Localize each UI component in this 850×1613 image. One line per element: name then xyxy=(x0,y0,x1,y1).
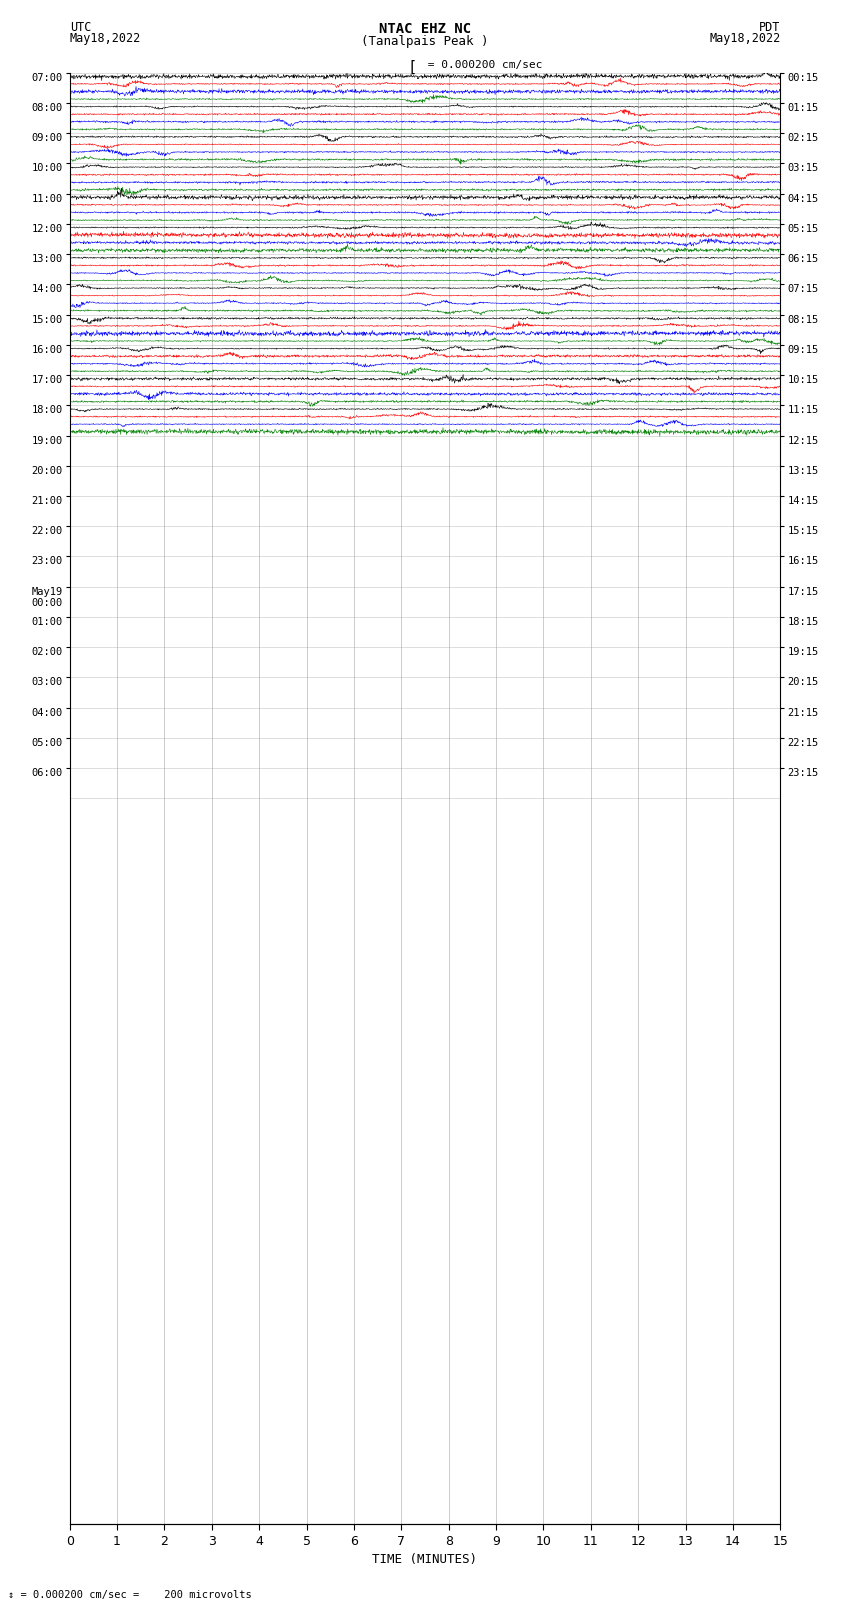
Text: NTAC EHZ NC: NTAC EHZ NC xyxy=(379,23,471,37)
Text: (Tanalpais Peak ): (Tanalpais Peak ) xyxy=(361,35,489,48)
X-axis label: TIME (MINUTES): TIME (MINUTES) xyxy=(372,1553,478,1566)
Text: PDT: PDT xyxy=(759,21,780,34)
Text: ↕ = 0.000200 cm/sec =    200 microvolts: ↕ = 0.000200 cm/sec = 200 microvolts xyxy=(8,1590,252,1600)
Text: = 0.000200 cm/sec: = 0.000200 cm/sec xyxy=(421,60,542,69)
Text: May18,2022: May18,2022 xyxy=(709,32,780,45)
Text: [: [ xyxy=(407,60,416,74)
Text: UTC: UTC xyxy=(70,21,91,34)
Text: May18,2022: May18,2022 xyxy=(70,32,141,45)
